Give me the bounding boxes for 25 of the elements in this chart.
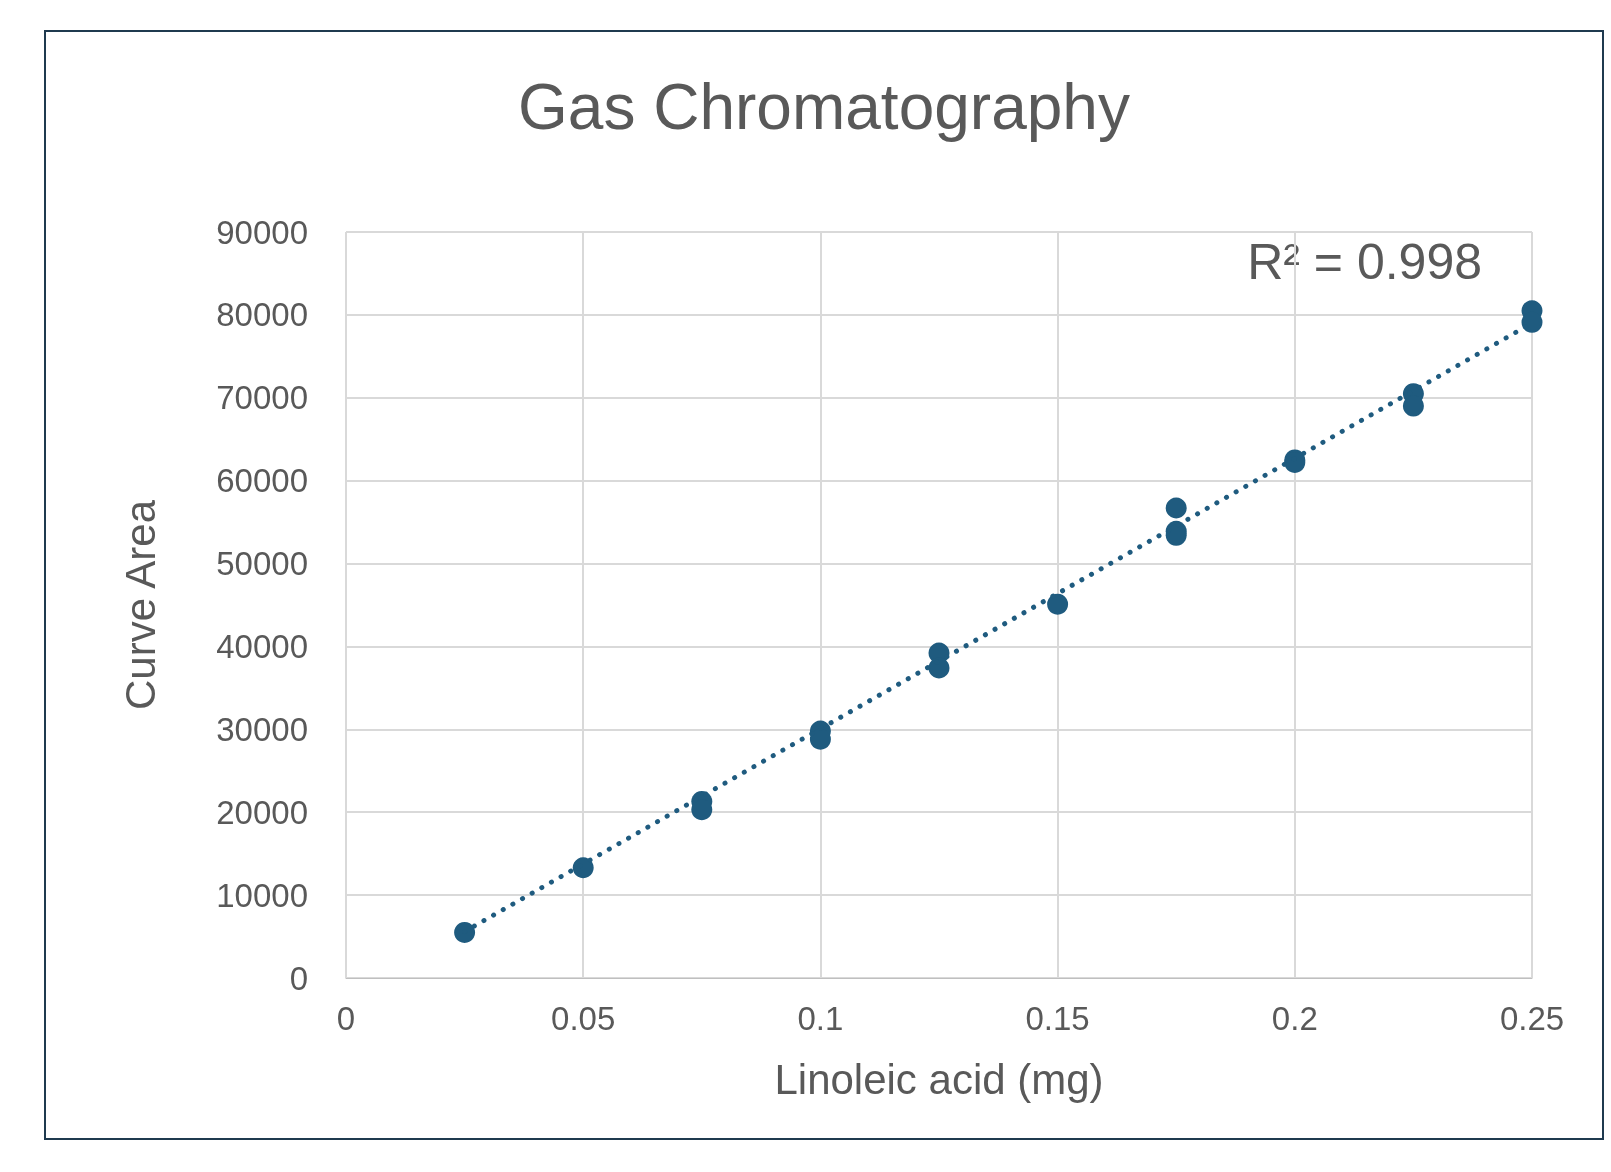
y-tick-label: 30000: [216, 710, 308, 748]
x-tick-label: 0.25: [1499, 1000, 1565, 1037]
y-tick-label: 50000: [216, 545, 308, 583]
y-tick-label: 70000: [216, 379, 308, 417]
point: [1165, 497, 1187, 519]
chart-title: Gas Chromatography: [518, 71, 1130, 143]
point: [454, 921, 476, 943]
y-tick-label: 10000: [216, 876, 308, 914]
y-tick-label: 0: [289, 959, 308, 997]
y-tick-label: 20000: [216, 793, 308, 831]
x-tick-label: 0.05: [551, 1000, 616, 1037]
x-tick-label: 0.1: [797, 1000, 844, 1037]
y-axis-title: Curve Area: [116, 499, 164, 711]
y-tick-label: 60000: [216, 462, 308, 500]
x-tick-label: 0.2: [1271, 1000, 1318, 1037]
point: [928, 657, 950, 679]
point: [1047, 593, 1069, 615]
x-axis-title: Linoleic acid (mg): [774, 1055, 1104, 1103]
point: [572, 857, 594, 879]
y-tick-label: 40000: [216, 627, 308, 665]
y-tick-label: 80000: [216, 296, 308, 334]
x-tick-label: 0.15: [1025, 1000, 1090, 1037]
x-tick-label: 0: [336, 1000, 356, 1037]
annotation: R² = 0.998: [1247, 234, 1483, 290]
y-tick-label: 90000: [216, 213, 308, 251]
